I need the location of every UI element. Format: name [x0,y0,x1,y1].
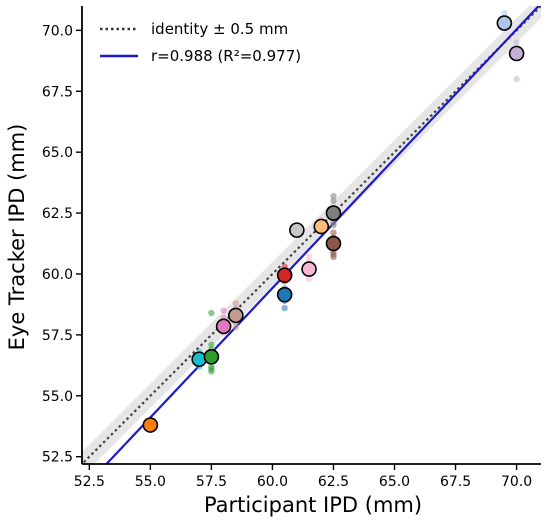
sample-point-11-5 [330,251,337,258]
sample-point-10-5 [330,219,337,227]
regression-line [104,6,541,464]
y-tick-label-6: 67.5 [42,84,73,100]
sample-point-4-0 [232,324,240,331]
identity-band [82,6,541,464]
sample-point-3-0 [220,307,227,314]
y-tick-label-1: 55.0 [42,389,73,405]
mean-point-2 [203,349,220,365]
mean-points-layer [142,15,525,433]
sample-point-4-2 [232,300,240,307]
mean-point-12 [496,15,513,31]
sample-point-13-2 [513,39,520,46]
plot-area [82,6,541,464]
mean-point-3 [215,318,232,335]
x-tick-label-5: 65.0 [379,474,410,490]
sample-point-2-6 [208,365,215,373]
x-tick-label-6: 67.5 [440,474,471,490]
legend-fit-label: r=0.988 (R²=0.977) [151,47,301,65]
x-tick-label-0: 52.5 [74,474,105,490]
x-tick-label-7: 70.0 [501,474,532,490]
legend-identity-label: identity ± 0.5 mm [151,20,288,38]
y-axis-title: Eye Tracker IPD (mm) [5,124,29,351]
mean-point-5 [276,267,293,283]
x-tick-label-4: 62.5 [318,474,349,490]
y-tick-label-0: 52.5 [42,450,73,466]
sample-point-2-4 [208,341,215,348]
x-tick-label-1: 55.0 [135,474,166,490]
mean-point-8 [301,261,317,277]
sample-point-8-0 [305,275,313,283]
legend: identity ± 0.5 mm r=0.988 (R²=0.977) [100,20,301,65]
mean-point-10 [325,205,342,221]
y-tick-label-7: 70.0 [42,23,73,39]
mean-point-7 [289,222,305,238]
sample-point-10-3 [330,197,337,205]
mean-point-6 [276,286,293,303]
mean-point-11 [325,235,342,252]
sample-point-6-0 [281,304,288,312]
x-axis-title: Participant IPD (mm) [204,493,422,517]
y-tick-label-3: 60.0 [42,267,73,283]
sample-point-12-0 [501,10,508,17]
x-tick-label-2: 57.5 [196,474,227,490]
y-tick-label-4: 62.5 [42,206,73,222]
y-tick-label-2: 57.5 [42,328,73,344]
sample-point-13-0 [513,75,520,83]
sample-point-2-5 [208,309,215,317]
axes-layer [81,6,541,465]
y-tick-label-5: 65.0 [42,145,73,161]
mean-point-13 [508,45,525,62]
x-tick-label-3: 60.0 [257,474,288,490]
sample-point-8-2 [305,253,313,261]
mean-point-0 [142,417,159,433]
sample-point-10-4 [330,192,337,200]
identity-band-layer [82,6,541,464]
ticks-layer: 52.5 55.0 57.5 60.0 62.5 65.0 67.5 70.0 52.5 55.0… [42,23,532,490]
sample-point-11-4 [330,229,337,236]
reference-lines-layer [82,6,541,464]
mean-point-9 [313,218,330,235]
mean-point-4 [228,307,244,324]
